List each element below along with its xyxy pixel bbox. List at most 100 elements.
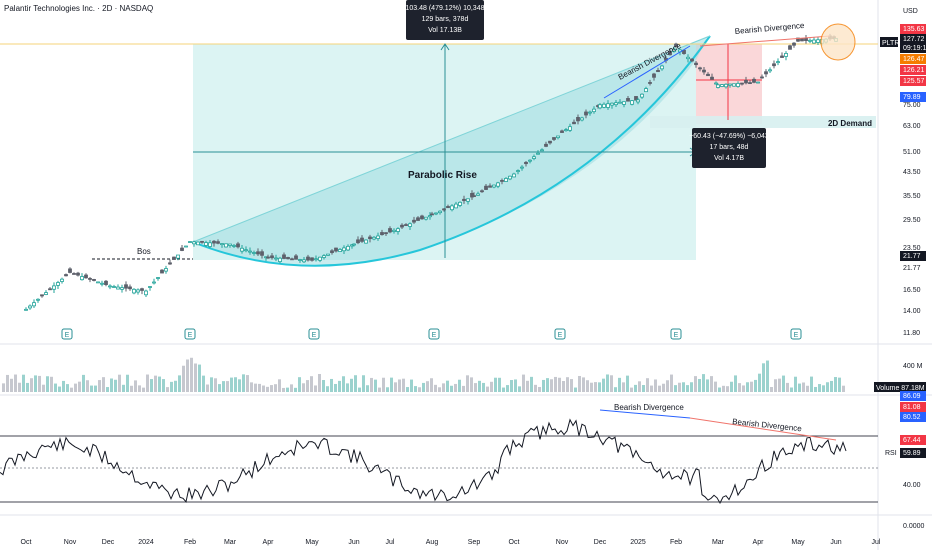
volume-bar bbox=[778, 378, 781, 392]
price-tag bbox=[900, 65, 926, 75]
candle-body bbox=[24, 308, 28, 311]
time-axis-label: Jun bbox=[830, 539, 841, 546]
candle-body bbox=[278, 257, 282, 263]
volume-bar bbox=[654, 379, 657, 392]
candle-body bbox=[622, 101, 626, 105]
candle-body bbox=[356, 239, 360, 244]
candle-body bbox=[172, 256, 176, 260]
candle-body bbox=[706, 73, 710, 77]
candle-body bbox=[192, 241, 196, 245]
volume-bar bbox=[646, 378, 649, 392]
earnings-marker bbox=[308, 328, 320, 340]
volume-bar bbox=[290, 384, 293, 392]
candle-body bbox=[274, 257, 278, 260]
earnings-marker-label: E bbox=[312, 332, 317, 339]
gain-tooltip-line: 103.48 (479.12%) 10,348 bbox=[405, 5, 484, 12]
candle-body bbox=[400, 224, 404, 228]
candle-body bbox=[686, 56, 690, 60]
volume-bar bbox=[182, 365, 185, 392]
candle-body bbox=[540, 149, 544, 152]
time-axis-label: 2024 bbox=[138, 539, 154, 546]
time-axis-label: May bbox=[305, 539, 319, 546]
candle-body bbox=[690, 58, 694, 62]
volume-bar bbox=[694, 376, 697, 392]
candle-body bbox=[64, 274, 68, 277]
volume-bar bbox=[710, 376, 713, 392]
volume-bar bbox=[674, 385, 677, 392]
chart-title: Palantir Technologies Inc. · 2D · NASDAQ bbox=[4, 4, 154, 13]
volume-bar bbox=[410, 379, 413, 392]
candle-body bbox=[364, 239, 368, 244]
volume-bar bbox=[358, 387, 361, 392]
candle-body bbox=[552, 137, 556, 140]
rsi-tag bbox=[900, 435, 926, 445]
candle-body bbox=[532, 156, 536, 159]
time-axis-label: Feb bbox=[670, 539, 682, 546]
demand-label: 2D Demand bbox=[828, 119, 872, 128]
candle-body bbox=[96, 281, 100, 284]
candle-body bbox=[736, 83, 740, 87]
candle-body bbox=[454, 203, 458, 209]
candle-body bbox=[228, 243, 232, 246]
time-axis-label: Oct bbox=[21, 539, 32, 546]
volume-bar bbox=[218, 384, 221, 392]
volume-bar bbox=[90, 385, 93, 392]
volume-bar bbox=[30, 378, 33, 392]
volume-bar bbox=[22, 374, 25, 392]
volume-bar bbox=[238, 379, 241, 392]
candle-body bbox=[764, 71, 768, 75]
volume-bar bbox=[686, 385, 689, 392]
volume-bar bbox=[550, 379, 553, 392]
volume-bar bbox=[534, 384, 537, 392]
volume-bar bbox=[82, 374, 85, 392]
volume-bar bbox=[702, 374, 705, 392]
candle-body bbox=[484, 185, 488, 190]
volume-bar bbox=[666, 380, 669, 392]
volume-bar bbox=[614, 387, 617, 392]
volume-bar bbox=[170, 381, 173, 392]
volume-bar bbox=[446, 380, 449, 392]
price-axis-label: 21.77 bbox=[903, 265, 921, 272]
candle-body bbox=[184, 245, 188, 248]
candle-body bbox=[224, 243, 228, 248]
candle-body bbox=[236, 243, 240, 248]
rsi-label: RSI bbox=[885, 450, 897, 457]
candle-body bbox=[396, 228, 400, 232]
earnings-marker-label: E bbox=[432, 332, 437, 339]
candle-body bbox=[544, 143, 548, 147]
price-axis-label: 135.63 bbox=[903, 26, 925, 33]
candle-body bbox=[168, 262, 172, 265]
time-axis-label: Jul bbox=[872, 539, 881, 546]
candle-body bbox=[314, 258, 318, 261]
volume-bar bbox=[502, 387, 505, 392]
volume-bar bbox=[242, 374, 245, 392]
volume-bar bbox=[206, 384, 209, 392]
volume-bar bbox=[210, 377, 213, 392]
candle-body bbox=[152, 281, 156, 284]
volume-bar bbox=[706, 379, 709, 392]
candle-body bbox=[768, 69, 772, 72]
volume-bar bbox=[714, 381, 717, 392]
candle-body bbox=[626, 98, 630, 102]
candle-body bbox=[548, 140, 552, 144]
volume-bar bbox=[802, 382, 805, 392]
volume-bar bbox=[194, 363, 197, 392]
price-axis-label: 127.72 bbox=[903, 36, 925, 43]
candle-body bbox=[164, 268, 168, 272]
candle-body bbox=[568, 126, 572, 131]
volume-bar bbox=[434, 384, 437, 392]
candle-body bbox=[404, 224, 408, 226]
candle-body bbox=[140, 288, 144, 291]
candle-body bbox=[346, 245, 350, 251]
candle-body bbox=[564, 129, 568, 132]
candle-body bbox=[80, 276, 84, 281]
volume-bar bbox=[530, 376, 533, 392]
candle-body bbox=[442, 208, 446, 211]
candle-body bbox=[682, 49, 686, 54]
candle-body bbox=[208, 242, 212, 247]
volume-bar bbox=[98, 380, 101, 392]
candle-body bbox=[252, 252, 256, 254]
candle-body bbox=[40, 294, 44, 297]
rsi-axis-label: 59.89 bbox=[903, 450, 921, 457]
